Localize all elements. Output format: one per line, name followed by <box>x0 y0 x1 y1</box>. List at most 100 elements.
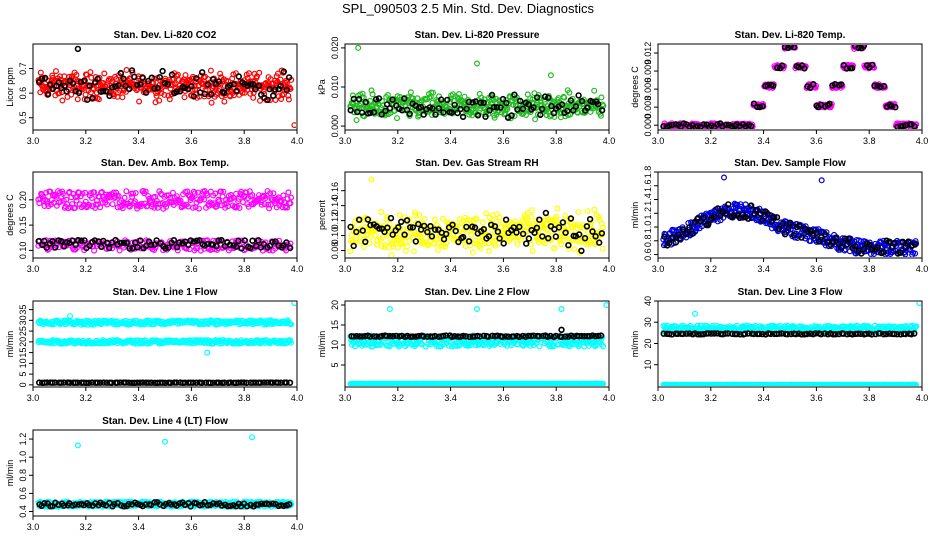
data-point-primary <box>207 67 214 74</box>
data-point-reference <box>44 91 52 98</box>
data-point-primary <box>562 113 569 120</box>
data-point-lower <box>91 247 98 254</box>
x-tick-label: 4.0 <box>603 393 616 403</box>
data-point-reference <box>98 243 105 251</box>
y-axis-label: ml/min <box>5 331 15 358</box>
data-point-reference <box>213 242 220 250</box>
x-tick-label: 3.0 <box>652 393 665 403</box>
data-point-reference <box>451 333 458 340</box>
data-point-reference <box>871 82 878 89</box>
data-point-reference <box>117 239 125 247</box>
x-tick-label: 3.8 <box>550 393 563 403</box>
y-tick-label: 30 <box>643 317 653 327</box>
y-tick-label: 20 <box>330 300 340 310</box>
data-point-reference <box>500 240 507 247</box>
data-point-reference <box>432 111 439 118</box>
x-tick-label: 3.6 <box>497 393 510 403</box>
data-point-primary <box>182 72 189 79</box>
data-point-reference <box>94 379 101 386</box>
data-point-reference <box>106 92 113 100</box>
data-point-reference <box>102 87 110 95</box>
data-point-reference <box>465 238 473 245</box>
data-point-reference <box>168 71 176 78</box>
data-point-primary <box>101 70 108 77</box>
x-tick-label: 3.6 <box>497 136 510 146</box>
data-point-reference <box>725 121 733 129</box>
data-point-upper <box>53 202 60 209</box>
data-point-reference <box>753 206 760 214</box>
data-point-upper <box>97 204 104 211</box>
data-point-primary <box>429 111 436 118</box>
data-point-reference <box>350 95 357 103</box>
y-tick-label: 0.14 <box>330 197 340 215</box>
data-point-primary <box>565 245 572 252</box>
chart-title: Stan. Dev. Line 3 Flow <box>738 287 843 298</box>
x-tick-label: 3.0 <box>652 136 665 146</box>
data-point-primary <box>417 230 424 237</box>
x-tick-label: 4.0 <box>603 264 616 274</box>
x-tick-label: 4.0 <box>916 264 929 274</box>
data-point-upper <box>258 201 265 208</box>
plot-frame <box>344 300 610 388</box>
data-point-reference <box>682 230 690 237</box>
data-point-lower <box>73 244 80 251</box>
data-point-upper <box>204 192 211 199</box>
data-point-reference <box>389 333 397 340</box>
data-point-upper <box>536 343 543 350</box>
data-point-reference <box>905 238 912 245</box>
data-point-reference <box>868 246 876 254</box>
data-point-reference <box>471 224 479 231</box>
data-point-reference <box>376 225 383 232</box>
data-point-reference <box>162 245 169 252</box>
data-point-reference <box>880 82 888 90</box>
x-tick-label: 4.0 <box>291 393 304 403</box>
data-point-reference <box>153 237 160 244</box>
data-point-primary <box>353 117 360 124</box>
data-point-reference <box>417 226 425 233</box>
page-title: SPL_090503 2.5 Min. Std. Dev. Diagnostic… <box>342 1 594 16</box>
data-point-upper <box>440 341 447 348</box>
data-point-primary <box>600 224 607 231</box>
data-point-reference <box>132 239 139 246</box>
data-point-upper <box>130 190 137 197</box>
data-point-reference <box>717 212 724 220</box>
data-point-reference <box>182 238 189 245</box>
x-tick-label: 3.4 <box>757 136 770 146</box>
data-point-primary <box>360 244 367 251</box>
data-point-reference <box>589 228 596 235</box>
data-point-floor <box>600 380 606 386</box>
data-point-reference <box>272 86 279 93</box>
data-point-primary <box>82 91 89 98</box>
data-point-reference <box>807 227 814 234</box>
chart-title: Stan. Dev. Amb. Box Temp. <box>101 158 229 169</box>
data-point-upper <box>196 205 203 212</box>
data-point-reference <box>486 107 493 114</box>
data-point-primary <box>221 98 228 105</box>
data-point-upper <box>88 195 95 202</box>
data-point-primary <box>591 87 598 94</box>
data-point-reference <box>661 233 668 240</box>
data-point-reference <box>440 109 447 116</box>
data-point-upper <box>189 194 196 201</box>
data-point-reference <box>148 379 155 386</box>
y-tick-label: 0.003 <box>643 96 653 119</box>
x-tick-label: 3.2 <box>392 393 405 403</box>
data-point-primary <box>467 217 474 224</box>
data-point-upper <box>511 340 518 347</box>
data-point-reference <box>908 242 916 250</box>
data-point-primary <box>52 68 59 75</box>
data-point-reference <box>283 379 290 386</box>
data-point-primary <box>369 91 376 98</box>
data-points <box>660 45 920 129</box>
x-tick-label: 4.0 <box>291 264 304 274</box>
data-point-upper <box>115 192 122 199</box>
y-axis-label: ml/min <box>630 331 640 358</box>
data-point-reference <box>255 237 262 244</box>
data-point-reference <box>516 97 524 105</box>
data-point-reference <box>190 379 197 386</box>
data-point-reference <box>775 225 782 232</box>
data-point-reference <box>844 240 851 248</box>
data-point-reference <box>247 81 254 88</box>
data-point-reference <box>744 215 752 222</box>
